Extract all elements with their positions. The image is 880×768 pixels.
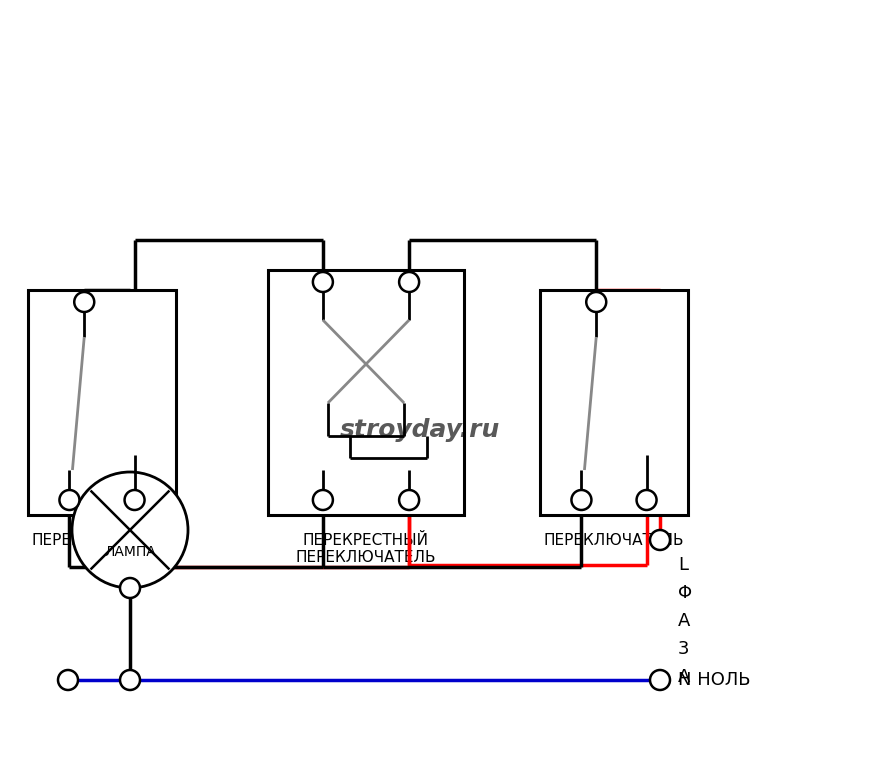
Circle shape [400, 272, 419, 292]
Circle shape [58, 670, 78, 690]
Circle shape [571, 490, 591, 510]
Text: Φ: Φ [678, 584, 693, 602]
Circle shape [120, 578, 140, 598]
Bar [268, 270, 464, 515]
Circle shape [650, 530, 670, 550]
Circle shape [636, 490, 656, 510]
Text: L: L [678, 556, 688, 574]
Circle shape [650, 670, 670, 690]
Circle shape [313, 490, 333, 510]
Bar [540, 290, 688, 515]
Bar [28, 290, 176, 515]
Circle shape [125, 490, 144, 510]
Circle shape [120, 670, 140, 690]
Circle shape [60, 490, 79, 510]
Text: ЛАМПА: ЛАМПА [104, 545, 156, 559]
Circle shape [74, 292, 94, 312]
Circle shape [400, 490, 419, 510]
Text: 3: 3 [678, 640, 690, 658]
Circle shape [72, 472, 188, 588]
Text: N НОЛЬ: N НОЛЬ [678, 671, 751, 689]
Text: stroyday.ru: stroyday.ru [340, 418, 500, 442]
Text: ПЕРЕКЛЮЧАТЕЛЬ: ПЕРЕКЛЮЧАТЕЛЬ [32, 533, 172, 548]
Text: A: A [678, 668, 691, 686]
Text: A: A [678, 612, 691, 630]
Circle shape [313, 272, 333, 292]
Text: ПЕРЕКЛЮЧАТЕЛЬ: ПЕРЕКЛЮЧАТЕЛЬ [544, 533, 685, 548]
Text: ПЕРЕКРЕСТНЫЙ
ПЕРЕКЛЮЧАТЕЛЬ: ПЕРЕКРЕСТНЫЙ ПЕРЕКЛЮЧАТЕЛЬ [296, 533, 436, 565]
Circle shape [586, 292, 606, 312]
